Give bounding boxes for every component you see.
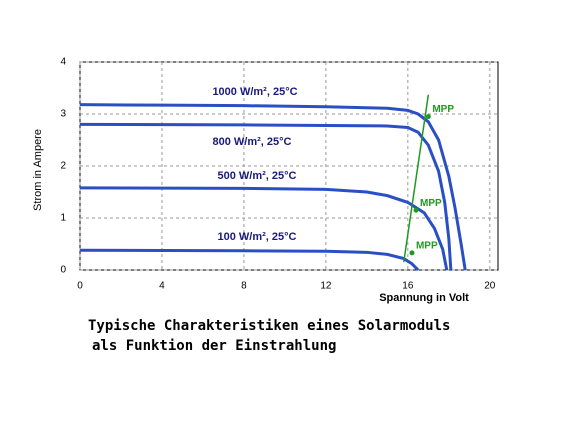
x-axis-label: Spannung in Volt	[379, 292, 469, 304]
title-line: Typische Charakteristiken eines Solarmod…	[88, 318, 450, 334]
mpp-label: MPP	[420, 198, 442, 209]
title-line: als Funktion der Einstrahlung	[92, 338, 336, 354]
x-tick-label: 8	[241, 281, 247, 292]
x-tick-label: 0	[77, 281, 83, 292]
y-tick-label: 3	[60, 109, 66, 120]
mpp-point	[425, 114, 431, 120]
x-tick-label: 12	[320, 281, 332, 292]
mpp-label: MPP	[432, 104, 454, 115]
y-tick-label: 1	[60, 213, 66, 224]
curve-label: 100 W/m², 25°C	[218, 231, 297, 243]
iv-curve	[79, 103, 467, 271]
mpp-line	[403, 94, 430, 263]
mpp-point	[409, 250, 415, 256]
curve-label: 1000 W/m², 25°C	[212, 86, 297, 98]
y-axis-label: Strom in Ampere	[32, 129, 44, 211]
x-tick-label: 20	[484, 281, 496, 292]
x-tick-label: 16	[402, 281, 414, 292]
y-tick-label: 4	[60, 57, 66, 68]
curve-label: 800 W/m², 25°C	[213, 136, 292, 148]
iv-curve	[79, 186, 449, 271]
mpp-point	[413, 207, 419, 213]
mpp-label: MPP	[416, 240, 438, 251]
y-tick-label: 0	[60, 265, 66, 276]
iv-curve	[79, 248, 420, 272]
x-tick-label: 4	[159, 281, 165, 292]
iv-curve	[79, 122, 453, 271]
curve-label: 500 W/m², 25°C	[218, 170, 297, 182]
y-tick-label: 2	[60, 161, 66, 172]
